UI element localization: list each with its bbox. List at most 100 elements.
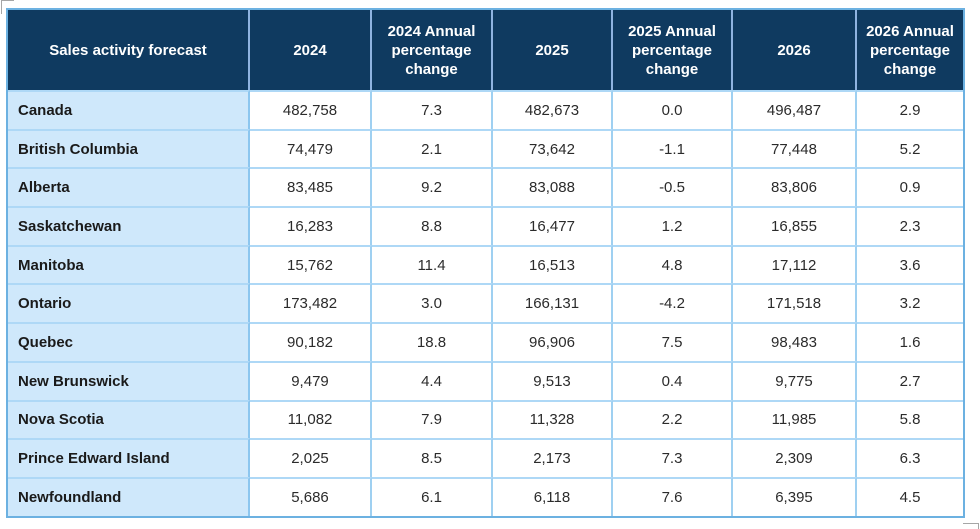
data-cell: 11.4 bbox=[372, 244, 493, 284]
table-row: Alberta 83,485 9.2 83,088 -0.5 83,806 0.9 bbox=[8, 167, 963, 207]
column-header: 2024 bbox=[250, 10, 372, 90]
data-cell: 482,673 bbox=[493, 90, 613, 129]
row-label-cell: Newfoundland bbox=[8, 476, 250, 516]
data-cell: 83,088 bbox=[493, 167, 613, 207]
data-cell: 77,448 bbox=[733, 128, 857, 168]
data-cell: 5.8 bbox=[857, 399, 963, 439]
data-cell: 171,518 bbox=[733, 283, 857, 323]
data-cell: 2,173 bbox=[493, 438, 613, 477]
data-cell: 3.0 bbox=[372, 283, 493, 323]
data-cell: 98,483 bbox=[733, 322, 857, 361]
data-cell: 7.6 bbox=[613, 476, 733, 516]
data-cell: 96,906 bbox=[493, 322, 613, 361]
row-label-cell: Manitoba bbox=[8, 244, 250, 284]
sales-forecast-table-grid: Sales activity forecast 2024 2024 Annual p… bbox=[8, 10, 963, 516]
header-row: Sales activity forecast 2024 2024 Annual p… bbox=[8, 10, 963, 90]
data-cell: 16,477 bbox=[493, 206, 613, 245]
data-cell: 11,328 bbox=[493, 399, 613, 439]
row-label-cell: Nova Scotia bbox=[8, 399, 250, 439]
data-cell: 8.8 bbox=[372, 206, 493, 245]
data-cell: 9,513 bbox=[493, 360, 613, 400]
crop-mark-top-left bbox=[1, 0, 14, 14]
table-row: Quebec 90,182 18.8 96,906 7.5 98,483 1.6 bbox=[8, 322, 963, 361]
data-cell: 6,395 bbox=[733, 476, 857, 516]
data-cell: 74,479 bbox=[250, 128, 372, 168]
data-cell: 0.4 bbox=[613, 360, 733, 400]
data-cell: 1.6 bbox=[857, 322, 963, 361]
data-cell: 482,758 bbox=[250, 90, 372, 129]
data-cell: 2.7 bbox=[857, 360, 963, 400]
row-label-cell: Prince Edward Island bbox=[8, 438, 250, 477]
data-cell: 6.1 bbox=[372, 476, 493, 516]
data-cell: 16,283 bbox=[250, 206, 372, 245]
table-row: Canada 482,758 7.3 482,673 0.0 496,487 2.9 bbox=[8, 90, 963, 129]
table-resize-handle[interactable] bbox=[963, 523, 979, 529]
data-cell: -0.5 bbox=[613, 167, 733, 207]
data-cell: 2.3 bbox=[857, 206, 963, 245]
data-cell: -4.2 bbox=[613, 283, 733, 323]
column-header: 2026 Annual percentage change bbox=[857, 10, 963, 90]
data-cell: 5.2 bbox=[857, 128, 963, 168]
table-row: Ontario 173,482 3.0 166,131 -4.2 171,518 3.2 bbox=[8, 283, 963, 323]
data-cell: 7.5 bbox=[613, 322, 733, 361]
data-cell: 1.2 bbox=[613, 206, 733, 245]
column-header: 2025 bbox=[493, 10, 613, 90]
column-header: 2024 Annual percentage change bbox=[372, 10, 493, 90]
table-row: New Brunswick 9,479 4.4 9,513 0.4 9,775 2.7 bbox=[8, 360, 963, 400]
data-cell: 2.1 bbox=[372, 128, 493, 168]
data-cell: 9,775 bbox=[733, 360, 857, 400]
sales-forecast-table: Sales activity forecast 2024 2024 Annual p… bbox=[6, 8, 965, 518]
data-cell: 2,309 bbox=[733, 438, 857, 477]
data-cell: 17,112 bbox=[733, 244, 857, 284]
table-title-header: Sales activity forecast bbox=[8, 10, 250, 90]
data-cell: 6.3 bbox=[857, 438, 963, 477]
row-label-cell: British Columbia bbox=[8, 128, 250, 168]
data-cell: 166,131 bbox=[493, 283, 613, 323]
data-cell: 73,642 bbox=[493, 128, 613, 168]
row-label-cell: Ontario bbox=[8, 283, 250, 323]
table-row: Prince Edward Island 2,025 8.5 2,173 7.3 2,30… bbox=[8, 438, 963, 477]
data-cell: 9.2 bbox=[372, 167, 493, 207]
column-header: 2026 bbox=[733, 10, 857, 90]
data-cell: 15,762 bbox=[250, 244, 372, 284]
data-cell: 0.9 bbox=[857, 167, 963, 207]
data-cell: 7.3 bbox=[372, 90, 493, 129]
data-cell: 83,806 bbox=[733, 167, 857, 207]
data-cell: 3.2 bbox=[857, 283, 963, 323]
data-cell: 0.0 bbox=[613, 90, 733, 129]
row-label-cell: Quebec bbox=[8, 322, 250, 361]
data-cell: 7.3 bbox=[613, 438, 733, 477]
data-cell: 5,686 bbox=[250, 476, 372, 516]
data-cell: 4.8 bbox=[613, 244, 733, 284]
data-cell: 16,855 bbox=[733, 206, 857, 245]
data-cell: 2.2 bbox=[613, 399, 733, 439]
data-cell: -1.1 bbox=[613, 128, 733, 168]
table-row: Newfoundland 5,686 6.1 6,118 7.6 6,395 4.5 bbox=[8, 476, 963, 516]
data-cell: 2.9 bbox=[857, 90, 963, 129]
data-cell: 16,513 bbox=[493, 244, 613, 284]
data-cell: 9,479 bbox=[250, 360, 372, 400]
data-cell: 18.8 bbox=[372, 322, 493, 361]
data-cell: 4.4 bbox=[372, 360, 493, 400]
data-cell: 7.9 bbox=[372, 399, 493, 439]
data-cell: 3.6 bbox=[857, 244, 963, 284]
data-cell: 2,025 bbox=[250, 438, 372, 477]
data-cell: 83,485 bbox=[250, 167, 372, 207]
table-body: Canada 482,758 7.3 482,673 0.0 496,487 2.9 Brit… bbox=[8, 90, 963, 516]
row-label-cell: New Brunswick bbox=[8, 360, 250, 400]
data-cell: 4.5 bbox=[857, 476, 963, 516]
row-label-cell: Alberta bbox=[8, 167, 250, 207]
table-row: Manitoba 15,762 11.4 16,513 4.8 17,112 3.6 bbox=[8, 244, 963, 284]
data-cell: 11,082 bbox=[250, 399, 372, 439]
row-label-cell: Canada bbox=[8, 90, 250, 129]
data-cell: 496,487 bbox=[733, 90, 857, 129]
data-cell: 173,482 bbox=[250, 283, 372, 323]
column-header: 2025 Annual percentage change bbox=[613, 10, 733, 90]
data-cell: 6,118 bbox=[493, 476, 613, 516]
row-label-cell: Saskatchewan bbox=[8, 206, 250, 245]
data-cell: 11,985 bbox=[733, 399, 857, 439]
data-cell: 8.5 bbox=[372, 438, 493, 477]
table-row: British Columbia 74,479 2.1 73,642 -1.1 77,44… bbox=[8, 128, 963, 168]
table-row: Saskatchewan 16,283 8.8 16,477 1.2 16,855 2.3 bbox=[8, 206, 963, 245]
data-cell: 90,182 bbox=[250, 322, 372, 361]
